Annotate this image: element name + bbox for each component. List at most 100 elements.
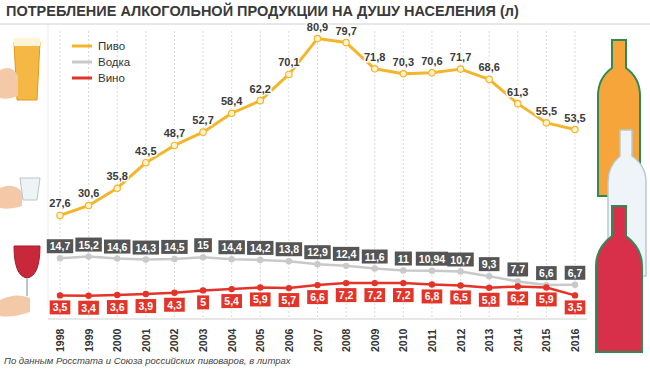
point xyxy=(229,257,234,262)
grid-line xyxy=(260,31,261,319)
point xyxy=(258,257,263,262)
label-box xyxy=(336,288,357,302)
label-box xyxy=(416,252,448,266)
point xyxy=(429,268,434,273)
point xyxy=(487,285,492,290)
point xyxy=(372,281,377,286)
data-label-box: 14,4 xyxy=(218,240,244,254)
label-box xyxy=(136,299,157,313)
data-label: 11,6 xyxy=(365,251,385,263)
grid-line xyxy=(231,31,232,319)
data-label: 55,5 xyxy=(536,105,557,117)
point xyxy=(458,269,463,274)
point xyxy=(143,257,148,262)
point xyxy=(515,100,521,106)
point xyxy=(401,268,406,273)
data-label-box: 12,4 xyxy=(333,247,359,261)
point xyxy=(515,284,520,289)
data-label: 15,2 xyxy=(78,239,99,251)
data-label-box: 10,94 xyxy=(416,252,448,266)
point xyxy=(572,293,577,298)
point xyxy=(85,202,91,208)
point xyxy=(86,293,91,298)
data-label: 10,7 xyxy=(450,254,471,266)
data-label: 14,7 xyxy=(50,240,71,252)
x-tick-label: 2007 xyxy=(312,328,324,352)
data-label-box: 14,3 xyxy=(133,241,159,255)
data-label: 5,9 xyxy=(539,293,554,305)
data-label-box: 5,4 xyxy=(221,294,242,308)
label-box xyxy=(78,301,99,315)
data-labels: 27,630,635,843,548,752,758,462,270,180,9… xyxy=(47,21,586,315)
x-tick-label: 2012 xyxy=(455,328,467,352)
point xyxy=(229,286,234,291)
data-label: 62,2 xyxy=(250,83,271,95)
point xyxy=(86,254,91,259)
data-label: 5,7 xyxy=(282,294,297,306)
grid-line xyxy=(203,31,204,319)
data-label: 80,9 xyxy=(307,21,328,33)
point xyxy=(315,283,320,288)
series-line xyxy=(60,39,575,216)
point xyxy=(258,285,263,290)
data-label: 7,2 xyxy=(367,289,382,301)
point xyxy=(572,282,577,287)
data-label-box: 6,6 xyxy=(536,266,557,280)
label-box xyxy=(565,266,586,280)
label-box xyxy=(194,238,212,252)
data-label: 68,6 xyxy=(478,61,499,73)
data-label: 52,7 xyxy=(192,114,213,126)
data-label-box: 4,3 xyxy=(164,298,185,312)
label-box xyxy=(47,239,73,253)
series-line xyxy=(60,257,575,286)
point xyxy=(486,76,492,82)
data-label-box: 5 xyxy=(197,295,209,309)
data-label: 7,7 xyxy=(510,263,525,275)
point xyxy=(487,274,492,279)
x-tick-label: 2008 xyxy=(340,328,352,352)
data-label: 6,5 xyxy=(453,291,468,303)
x-tick-label: 2001 xyxy=(140,328,152,352)
data-label-box: 3,6 xyxy=(107,300,128,314)
data-label: 10,94 xyxy=(419,253,445,265)
data-label: 13,8 xyxy=(279,243,300,255)
data-label-box: 12,9 xyxy=(304,245,330,259)
point xyxy=(286,71,292,77)
data-label: 6,2 xyxy=(510,292,525,304)
data-label: 58,4 xyxy=(221,95,243,107)
point xyxy=(115,256,120,261)
point xyxy=(315,262,320,267)
data-label: 5 xyxy=(200,296,206,308)
label-box xyxy=(107,300,128,314)
data-label: 70,3 xyxy=(393,56,414,68)
point xyxy=(143,159,149,165)
data-label-box: 10,7 xyxy=(447,253,473,267)
data-label: 70,6 xyxy=(421,55,442,67)
x-tick-label: 2011 xyxy=(426,329,438,352)
legend-label: Пиво xyxy=(98,40,125,52)
data-label: 14,6 xyxy=(107,241,128,253)
data-label: 70,1 xyxy=(278,56,299,68)
x-tick-label: 2013 xyxy=(483,328,495,352)
point xyxy=(172,256,177,261)
grid-line xyxy=(460,31,461,319)
data-label-box: 5,8 xyxy=(479,293,500,307)
data-label-box: 5,7 xyxy=(279,293,300,307)
point xyxy=(115,292,120,297)
data-label-box: 7,7 xyxy=(507,262,528,276)
point xyxy=(171,142,177,148)
label-box xyxy=(364,288,385,302)
data-label: 12,4 xyxy=(336,248,357,260)
hand xyxy=(0,68,18,99)
point xyxy=(200,288,205,293)
data-label-box: 15,2 xyxy=(75,238,101,252)
point xyxy=(286,285,291,290)
data-label-box: 6,5 xyxy=(450,290,471,304)
label-box xyxy=(507,291,528,305)
shot-glass xyxy=(20,178,40,200)
point xyxy=(57,293,62,298)
point xyxy=(228,110,234,116)
x-tick-label: 2014 xyxy=(512,328,524,352)
data-label: 6,6 xyxy=(310,291,325,303)
x-tick-label: 2010 xyxy=(397,328,409,352)
